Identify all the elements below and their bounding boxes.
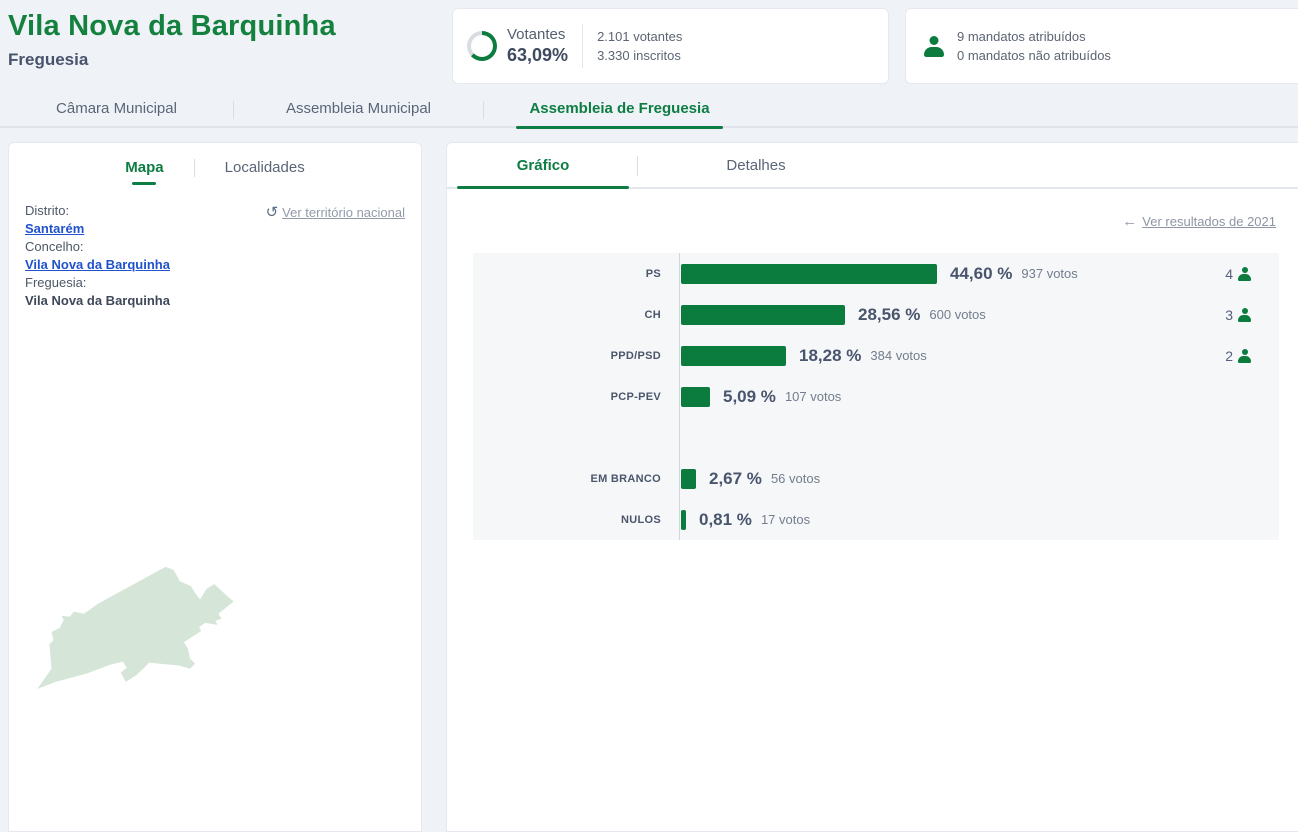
results-panel: Gráfico Detalhes ← Ver resultados de 202… [446, 142, 1298, 832]
mandates-detail: 9 mandatos atribuídos 0 mandatos não atr… [957, 27, 1111, 65]
map-panel: Mapa Localidades ↺ Ver território nacion… [8, 142, 422, 832]
bar-votes-label: 600 votos [929, 307, 986, 322]
tab-mapa[interactable]: Mapa [125, 159, 164, 176]
geo-info: Distrito: Santarém Concelho: Vila Nova d… [25, 202, 285, 310]
tab-grafico[interactable]: Gráfico [457, 143, 629, 189]
bar-category-label: NULOS [621, 513, 661, 526]
chart-row: PPD/PSD 18,28 % 384 votos 2 [473, 335, 1279, 376]
freguesia-map [37, 566, 234, 690]
mandates-badge: 4 [1225, 266, 1279, 282]
tab-assembleia-de-freguesia[interactable]: Assembleia de Freguesia [516, 94, 723, 129]
bar [681, 304, 845, 325]
bar-votes-label: 107 votos [784, 389, 842, 404]
tab-divider [233, 101, 234, 119]
bar-percent-label: 5,09 % [723, 386, 776, 406]
bar-percent-label: 18,28 % [799, 345, 862, 365]
page-title: Vila Nova da Barquinha [8, 10, 336, 42]
bar-votes-label: 17 votos [760, 512, 811, 527]
mandates-badge: 2 [1225, 348, 1279, 364]
previous-results-link[interactable]: ← Ver resultados de 2021 [1122, 213, 1276, 230]
chart-row: NULOS 0,81 % 17 votos [473, 499, 1279, 540]
results-panel-tabs: Gráfico Detalhes [447, 143, 1298, 189]
turnout-text: Votantes 63,09% [507, 26, 568, 66]
page-header: Vila Nova da Barquinha Freguesia [8, 10, 336, 70]
bar [681, 468, 696, 489]
person-icon [1238, 267, 1251, 281]
bar-votes-label: 56 votos [770, 471, 821, 486]
bar-category-label: PS [645, 267, 661, 280]
divider [582, 24, 584, 68]
tab-divider [483, 101, 484, 119]
bar-category-label: CH [644, 308, 661, 321]
mandates-card: 9 mandatos atribuídos 0 mandatos não atr… [905, 8, 1298, 84]
tab-detalhes[interactable]: Detalhes [726, 156, 786, 174]
district-link[interactable]: Santarém [25, 221, 85, 236]
bar-chart: PS 44,60 % 937 votos 4 CH 28,56 % 600 votos 3 PP… [473, 253, 1279, 540]
chart-row: EM BRANCO 2,67 % 56 votos [473, 458, 1279, 499]
person-icon [1238, 349, 1251, 363]
municipality-label: Concelho: [25, 239, 84, 254]
bar-category-label: PPD/PSD [610, 349, 661, 362]
mandates-count: 2 [1225, 347, 1233, 364]
turnout-percent: 63,09% [507, 45, 569, 65]
bar-votes-label: 937 votos [1021, 266, 1078, 281]
bar [681, 509, 686, 530]
bar [681, 386, 710, 407]
parish-value: Vila Nova da Barquinha [25, 293, 170, 308]
parish-label: Freguesia: [25, 275, 87, 290]
map-panel-tabs: Mapa Localidades [9, 143, 421, 177]
left-arrow-icon: ← [1122, 213, 1138, 230]
chart-row: PS 44,60 % 937 votos 4 [473, 253, 1279, 294]
mandates-count: 3 [1225, 306, 1233, 323]
national-territory-link[interactable]: ↺ Ver território nacional [266, 203, 405, 221]
bar-percent-label: 2,67 % [709, 468, 762, 488]
registered-count: 3.330 inscritos [597, 48, 681, 63]
tab-assembleia-municipal[interactable]: Assembleia Municipal [285, 100, 432, 117]
voters-count: 2.101 votantes [597, 29, 683, 44]
district-label: Distrito: [25, 203, 70, 218]
page-subtitle: Freguesia [8, 50, 89, 69]
national-territory-label: Ver território nacional [282, 204, 405, 220]
mandates-assigned: 9 mandatos atribuídos [957, 29, 1086, 44]
turnout-label: Votantes [507, 26, 566, 43]
chart-spacer [473, 417, 1279, 458]
main-tabs: Câmara Municipal Assembleia Municipal As… [0, 94, 1298, 129]
mandates-count: 4 [1225, 265, 1233, 282]
tab-camara-municipal[interactable]: Câmara Municipal [56, 100, 177, 117]
bar-percent-label: 0,81 % [699, 509, 752, 529]
previous-results-label: Ver resultados de 2021 [1142, 214, 1276, 229]
person-icon [924, 36, 944, 57]
mandates-badge: 3 [1225, 307, 1279, 323]
turnout-card: Votantes 63,09% 2.101 votantes 3.330 ins… [452, 8, 889, 84]
turnout-donut-icon [467, 31, 497, 61]
tab-localidades[interactable]: Localidades [224, 159, 305, 176]
bar [681, 345, 786, 366]
bar-votes-label: 384 votos [870, 348, 927, 363]
bar-percent-label: 44,60 % [950, 263, 1013, 283]
freguesia-map-shape [37, 566, 234, 690]
turnout-detail: 2.101 votantes 3.330 inscritos [597, 27, 682, 65]
person-icon [1238, 308, 1251, 322]
chart-row: CH 28,56 % 600 votos 3 [473, 294, 1279, 335]
mandates-unassigned: 0 mandatos não atribuídos [957, 48, 1111, 63]
bar-category-label: PCP-PEV [610, 390, 661, 403]
bar [681, 263, 937, 284]
tab-divider [637, 156, 638, 176]
undo-icon: ↺ [265, 204, 279, 221]
municipality-link[interactable]: Vila Nova da Barquinha [25, 257, 170, 272]
chart-row: PCP-PEV 5,09 % 107 votos [473, 376, 1279, 417]
tab-divider [193, 158, 195, 177]
bar-category-label: EM BRANCO [590, 472, 661, 485]
bar-percent-label: 28,56 % [858, 304, 921, 324]
